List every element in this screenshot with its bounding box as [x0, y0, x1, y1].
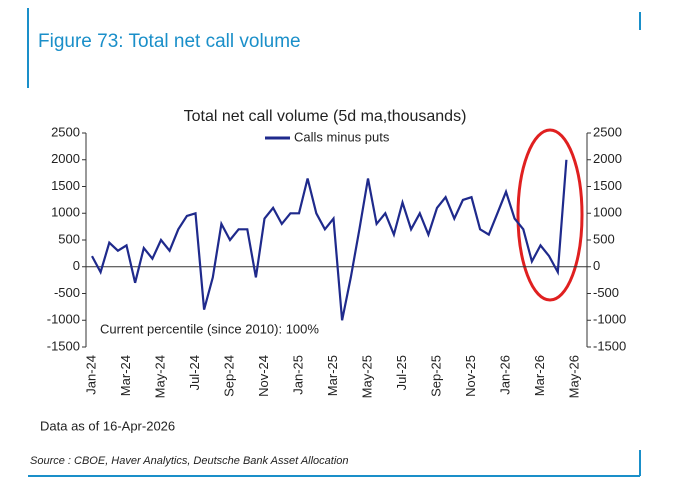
- y2-tick-label: 500: [593, 231, 615, 246]
- y2-tick-label: -1000: [593, 312, 626, 327]
- y-tick-label: 0: [73, 258, 80, 273]
- x-tick-label: May-26: [566, 355, 581, 398]
- x-tick-label: Mar-26: [532, 355, 547, 396]
- x-tick-label: Nov-25: [463, 355, 478, 397]
- y-tick-label: 500: [58, 231, 80, 246]
- x-tick-label: Sep-25: [428, 355, 443, 397]
- x-tick-label: Jan-26: [497, 355, 512, 395]
- y-tick-label: 1000: [51, 205, 80, 220]
- y-tick-label: -500: [54, 285, 80, 300]
- y2-tick-label: 0: [593, 258, 600, 273]
- y-tick-label: 2000: [51, 151, 80, 166]
- y2-tick-label: 1000: [593, 205, 622, 220]
- note: Data as of 16-Apr-2026: [40, 418, 175, 433]
- y-tick-label: -1500: [47, 338, 80, 353]
- x-tick-label: Jan-25: [290, 355, 305, 395]
- figure-title: Figure 73: Total net call volume: [38, 31, 301, 52]
- y2-tick-label: 2000: [593, 151, 622, 166]
- x-tick-label: Nov-24: [256, 355, 271, 397]
- y-tick-label: -1000: [47, 312, 80, 327]
- x-tick-label: Mar-25: [325, 355, 340, 396]
- y-tick-label: 2500: [51, 124, 80, 139]
- highlight-ellipse: [516, 128, 584, 302]
- x-tick-label: Jul-25: [394, 355, 409, 390]
- x-tick-label: May-25: [359, 355, 374, 398]
- chart-title: Total net call volume (5d ma,thousands): [184, 108, 467, 125]
- source: Source : CBOE, Haver Analytics, Deutsche…: [30, 455, 349, 467]
- x-tick-label: Mar-24: [118, 355, 133, 396]
- y2-tick-label: -1500: [593, 338, 626, 353]
- annotation: Current percentile (since 2010): 100%: [100, 321, 319, 336]
- y2-tick-label: -500: [593, 285, 619, 300]
- x-tick-label: May-24: [152, 355, 167, 398]
- y2-tick-label: 2500: [593, 124, 622, 139]
- legend-label: Calls minus puts: [294, 129, 390, 144]
- y-tick-label: 1500: [51, 178, 80, 193]
- x-tick-label: Jan-24: [83, 355, 98, 395]
- series-line: [91, 159, 568, 321]
- y2-tick-label: 1500: [593, 178, 622, 193]
- x-tick-label: Sep-24: [221, 355, 236, 397]
- x-tick-label: Jul-24: [187, 355, 202, 390]
